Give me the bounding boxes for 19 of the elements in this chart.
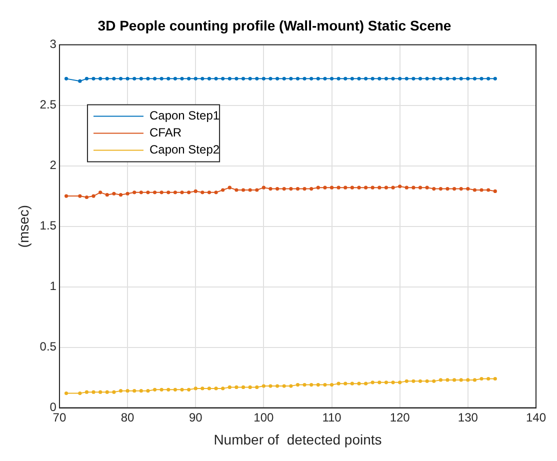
x-tick-label: 80 (120, 410, 135, 424)
y-tick-label: 0.5 (40, 340, 57, 354)
y-tick-label: 1 (50, 279, 57, 294)
x-tick-label: 100 (254, 410, 274, 424)
x-axis-title: Number of detected points (214, 431, 382, 448)
x-tick-label: 110 (322, 410, 342, 424)
y-tick-label: 2 (50, 158, 57, 172)
x-tick-label: 90 (188, 410, 203, 424)
x-tick-label: 130 (458, 410, 478, 424)
legend-label: Capon Step2 (149, 142, 220, 157)
y-tick-label: 3 (50, 37, 57, 52)
legend-label: CFAR (149, 126, 182, 140)
y-tick-label: 1.5 (40, 218, 57, 233)
x-tick-label: 120 (390, 410, 410, 424)
y-tick-label: 2.5 (40, 98, 57, 112)
y-axis-title: (msec) (15, 204, 32, 248)
legend-label: Capon Step1 (149, 108, 220, 123)
x-tick-label: 140 (526, 410, 546, 424)
chart-title: 3D People counting profile (Wall-mount) Static Scene (98, 17, 452, 34)
